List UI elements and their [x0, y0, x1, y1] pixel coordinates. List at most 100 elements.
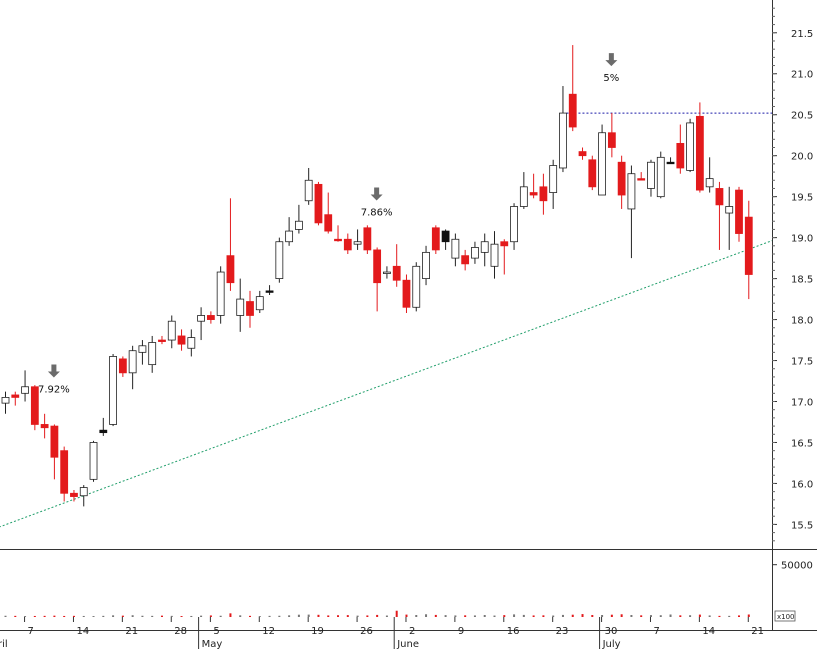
volume-bar: [53, 615, 56, 617]
volume-bar: [346, 615, 349, 617]
volume-bar: [581, 614, 584, 617]
candle-body: [304, 179, 313, 202]
day-tick-label: 9: [458, 626, 464, 637]
volume-bar: [640, 615, 643, 617]
volume-bar: [33, 615, 36, 617]
volume-bar: [43, 615, 46, 617]
day-tick-label: 21: [751, 626, 764, 637]
volume-bar: [728, 615, 731, 617]
volume-bar: [82, 615, 85, 617]
candle-body: [529, 192, 538, 196]
volume-bar: [209, 615, 212, 617]
candle-body: [255, 296, 264, 311]
volume-bar: [591, 615, 594, 617]
volume-bar: [385, 615, 388, 617]
candle-body: [461, 255, 470, 265]
candle-body: [246, 301, 254, 316]
volume-bar: [92, 616, 95, 617]
volume-bar: [610, 614, 613, 617]
candle-body: [402, 279, 411, 308]
annotations: 7.92% 7.86% 5%: [38, 53, 619, 395]
volume-bar: [698, 614, 701, 617]
day-tick-label: 30: [605, 626, 618, 637]
volume-bar: [405, 614, 408, 617]
day-tick-label: 7: [653, 626, 659, 637]
annotation-label: 7.92%: [38, 384, 70, 395]
volume-bar: [278, 615, 281, 617]
candle-body: [226, 255, 235, 284]
candle-body: [1, 397, 10, 404]
volume-bar: [513, 614, 516, 617]
day-tick-label: 19: [311, 626, 324, 637]
volume-bar: [327, 615, 330, 617]
volume-bar: [297, 614, 300, 617]
candle-body: [559, 112, 567, 169]
price-tick-label: 16.5: [791, 438, 813, 449]
volume-bar: [239, 615, 242, 617]
down-arrow-icon: [370, 187, 383, 201]
date-axis: 7 14 21 28 5 12 19 26 2 9 16 23 30 7 14 21 ril May June Jul…: [0, 617, 764, 650]
price-tick-label: 21.0: [791, 70, 813, 81]
volume-bar: [718, 615, 721, 617]
day-tick-label: 14: [76, 626, 89, 637]
down-arrow-icon: [47, 364, 60, 378]
day-tick-label: 16: [507, 626, 520, 637]
day-tick-label: 21: [125, 626, 138, 637]
candle-body: [334, 238, 342, 242]
volume-bar: [337, 615, 340, 617]
volume-bar: [395, 610, 398, 617]
volume-axis: 50000 x100: [772, 561, 813, 622]
candle-body: [70, 492, 78, 497]
candle-body: [285, 230, 294, 243]
volume-bar: [131, 615, 134, 617]
candle-body: [607, 132, 616, 148]
volume-bar: [4, 615, 7, 617]
candle-body: [627, 173, 636, 210]
candle-body: [441, 230, 450, 243]
volume-bar: [160, 615, 163, 617]
volume-bar: [180, 616, 183, 617]
price-tick-label: 16.0: [791, 479, 813, 490]
volume-unit-label: x100: [777, 613, 795, 621]
candle-body: [353, 241, 362, 245]
candle-body: [647, 161, 655, 189]
day-tick-label: 2: [409, 626, 415, 637]
volume-bar: [112, 615, 115, 617]
day-tick-label: 23: [556, 626, 569, 637]
candlestick-series: [1, 45, 753, 507]
volume-bar: [356, 615, 359, 617]
candle-body: [158, 339, 166, 342]
candle-body: [480, 241, 489, 253]
volume-bar: [552, 615, 555, 617]
volume-bar: [473, 615, 476, 617]
annotation-label: 7.86%: [361, 207, 393, 218]
day-tick-label: 12: [262, 626, 275, 637]
volume-bar: [532, 615, 535, 617]
volume-bar: [200, 615, 203, 617]
candle-body: [568, 93, 577, 128]
candle-body: [148, 342, 157, 366]
candle-body: [324, 214, 333, 232]
day-tick-label: 14: [702, 626, 715, 637]
month-label: ril: [0, 639, 8, 649]
volume-bar: [190, 615, 193, 617]
volume-bar: [219, 615, 222, 617]
candle-body: [490, 243, 499, 267]
candle-body: [187, 337, 196, 349]
candle-body: [109, 356, 117, 425]
volume-bar: [141, 615, 144, 617]
volume-bar: [170, 615, 173, 617]
volume-bar: [747, 614, 750, 617]
candle-body: [695, 115, 704, 191]
candle-body: [412, 265, 421, 308]
candle-body: [197, 315, 206, 322]
month-label: May: [202, 639, 223, 649]
volume-bar: [72, 615, 75, 617]
price-tick-label: 17.0: [791, 398, 813, 409]
volume-tick-label: 50000: [781, 561, 813, 572]
volume-bar: [24, 616, 27, 617]
candle-body: [50, 425, 59, 458]
volume-bar: [659, 615, 662, 617]
